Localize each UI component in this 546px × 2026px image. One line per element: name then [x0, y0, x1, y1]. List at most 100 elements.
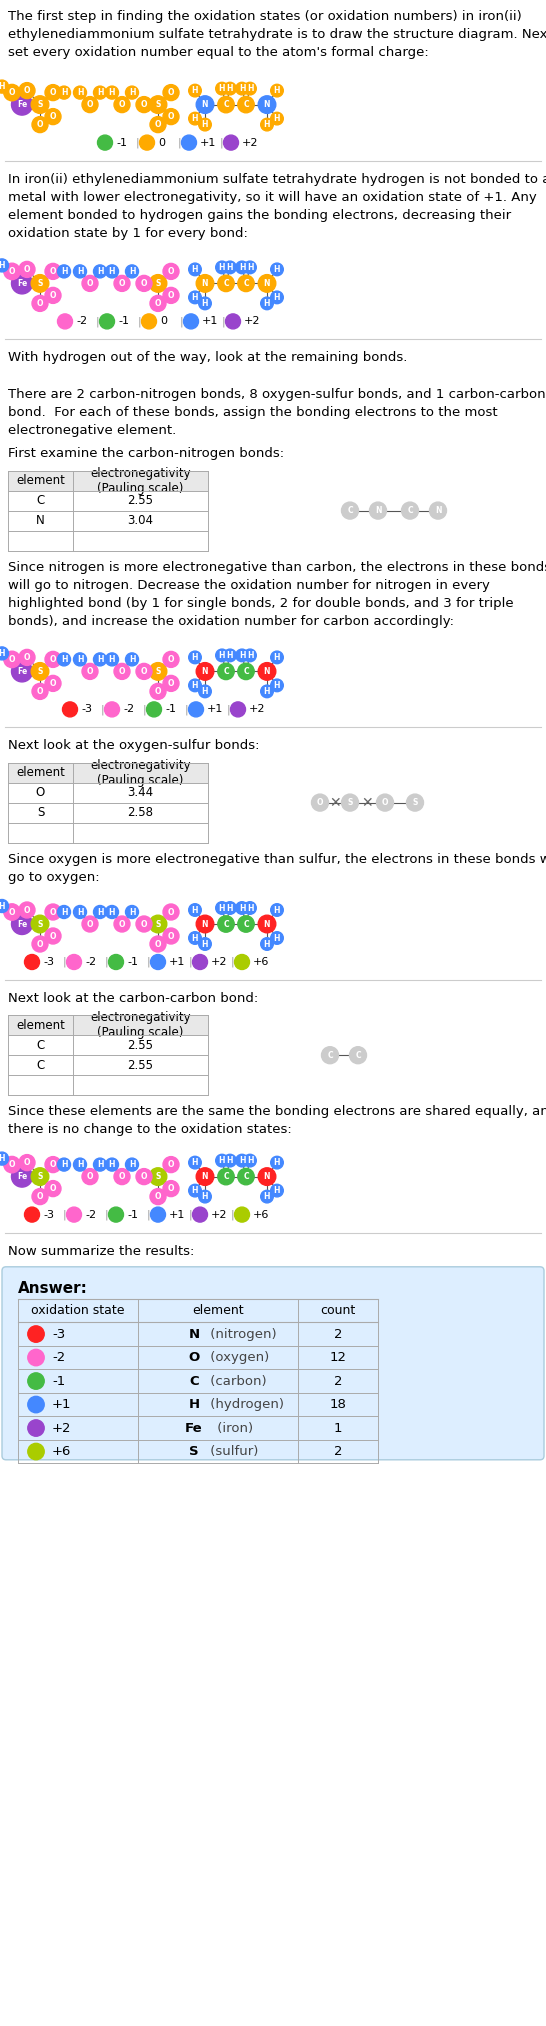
Text: H: H — [61, 654, 67, 665]
Circle shape — [0, 1153, 9, 1165]
Text: O: O — [87, 667, 93, 677]
Text: O: O — [37, 300, 43, 308]
Text: C: C — [243, 1173, 249, 1181]
Text: |: | — [179, 316, 183, 326]
Text: O: O — [37, 687, 43, 695]
Circle shape — [271, 263, 283, 276]
Circle shape — [114, 663, 130, 679]
Text: H: H — [227, 650, 233, 660]
Circle shape — [45, 1157, 61, 1173]
Circle shape — [25, 954, 39, 970]
Text: 0: 0 — [160, 316, 167, 326]
Text: H: H — [192, 1185, 198, 1195]
Text: O: O — [50, 267, 56, 276]
Circle shape — [57, 314, 73, 328]
Text: O: O — [9, 87, 15, 97]
Circle shape — [199, 938, 211, 950]
Text: 12: 12 — [329, 1351, 347, 1363]
Circle shape — [126, 1159, 139, 1171]
Text: H: H — [77, 267, 83, 276]
Text: O: O — [168, 1183, 174, 1193]
Circle shape — [104, 701, 120, 717]
Text: N: N — [264, 1173, 270, 1181]
Text: C: C — [223, 920, 229, 928]
Text: O: O — [23, 1159, 30, 1167]
Text: O: O — [37, 1191, 43, 1201]
Text: will go to nitrogen. Decrease the oxidation number for nitrogen in every: will go to nitrogen. Decrease the oxidat… — [8, 579, 490, 592]
Text: H: H — [109, 654, 115, 665]
Circle shape — [74, 1159, 86, 1171]
Circle shape — [377, 794, 394, 810]
Circle shape — [4, 904, 20, 920]
Text: S: S — [155, 99, 161, 109]
Circle shape — [32, 936, 48, 952]
Circle shape — [163, 288, 179, 304]
Text: H: H — [274, 294, 280, 302]
Circle shape — [196, 276, 214, 292]
Text: S: S — [155, 667, 161, 677]
Circle shape — [183, 314, 199, 328]
Circle shape — [19, 261, 35, 278]
Text: -2: -2 — [52, 1351, 66, 1363]
Circle shape — [0, 900, 9, 912]
Circle shape — [150, 118, 166, 132]
Circle shape — [11, 93, 33, 115]
Circle shape — [370, 502, 387, 519]
Text: O: O — [118, 667, 125, 677]
Circle shape — [236, 1155, 248, 1167]
Circle shape — [19, 83, 35, 99]
Text: +1: +1 — [202, 316, 218, 326]
Circle shape — [260, 685, 274, 697]
Text: O: O — [50, 1161, 56, 1169]
Text: H: H — [129, 908, 135, 916]
Circle shape — [258, 663, 276, 681]
Text: 2: 2 — [334, 1327, 342, 1341]
Text: H: H — [97, 654, 103, 665]
Text: |: | — [184, 705, 188, 715]
Circle shape — [67, 954, 81, 970]
Text: O: O — [118, 280, 125, 288]
Text: H: H — [192, 681, 198, 691]
Text: electronegativity
(Pauling scale): electronegativity (Pauling scale) — [90, 758, 191, 786]
Circle shape — [19, 902, 35, 918]
Circle shape — [0, 81, 9, 93]
Text: H: H — [219, 904, 225, 912]
Circle shape — [114, 97, 130, 113]
Circle shape — [224, 83, 236, 95]
Text: H: H — [239, 904, 245, 912]
Text: O: O — [37, 940, 43, 948]
Circle shape — [74, 265, 86, 278]
Text: C: C — [223, 1173, 229, 1181]
Text: +1: +1 — [169, 1210, 186, 1220]
Circle shape — [225, 314, 240, 328]
Circle shape — [224, 1155, 236, 1167]
Text: H: H — [202, 940, 208, 948]
Circle shape — [199, 298, 211, 310]
Text: H: H — [202, 1191, 208, 1201]
Text: H: H — [264, 120, 270, 130]
Circle shape — [150, 936, 166, 952]
Text: O: O — [118, 1173, 125, 1181]
Circle shape — [19, 650, 35, 665]
Text: O: O — [317, 798, 323, 806]
Circle shape — [163, 904, 179, 920]
Circle shape — [271, 650, 283, 665]
Text: |: | — [188, 1210, 192, 1220]
Text: element: element — [16, 1019, 65, 1031]
Circle shape — [244, 648, 256, 663]
Text: 2: 2 — [334, 1445, 342, 1459]
Text: S: S — [347, 798, 353, 806]
Circle shape — [234, 954, 250, 970]
Circle shape — [312, 794, 329, 810]
Circle shape — [271, 85, 283, 97]
Text: H: H — [264, 687, 270, 695]
Circle shape — [407, 794, 424, 810]
Text: |: | — [95, 316, 99, 326]
Circle shape — [189, 1185, 201, 1197]
Text: (hydrogen): (hydrogen) — [206, 1398, 284, 1410]
Circle shape — [141, 314, 157, 328]
Text: -3: -3 — [81, 705, 92, 715]
Circle shape — [57, 652, 70, 667]
Circle shape — [238, 663, 254, 679]
Circle shape — [216, 648, 228, 663]
